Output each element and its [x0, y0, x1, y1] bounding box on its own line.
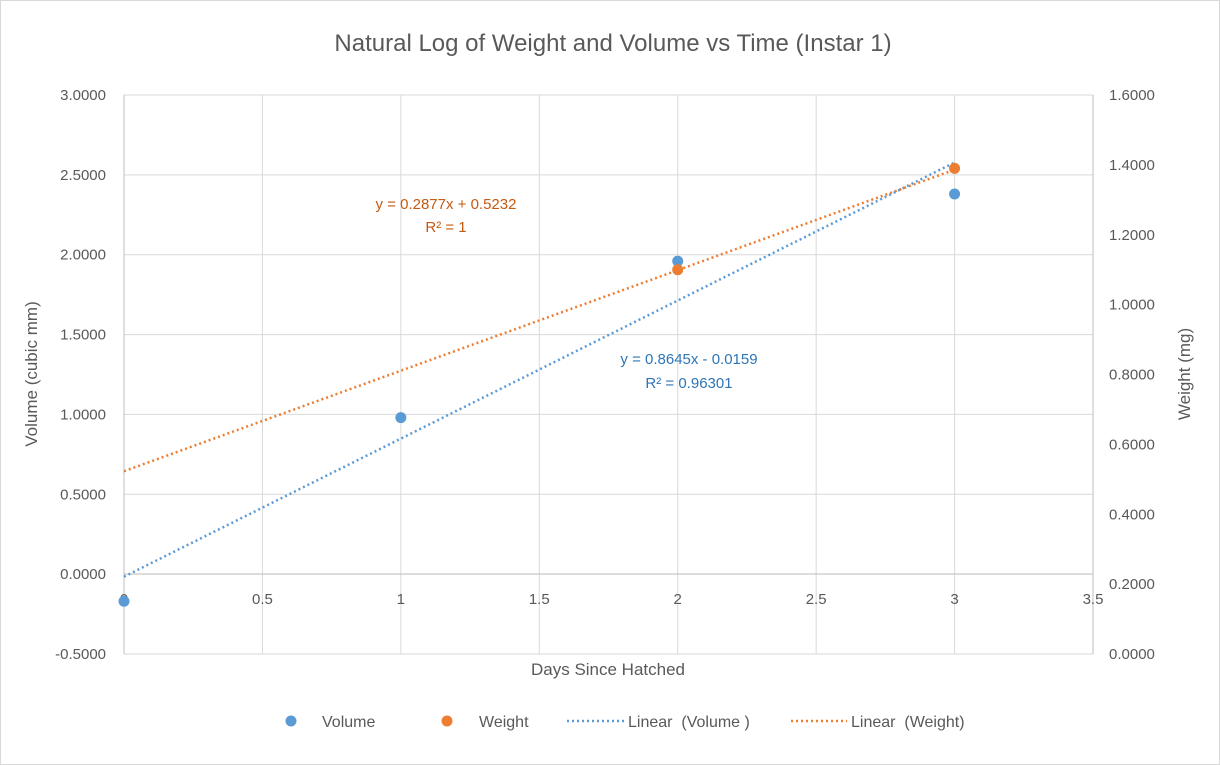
- y2-tick-label: 1.6000: [1109, 87, 1155, 104]
- point-volume: [672, 255, 684, 267]
- trendlines: [123, 161, 956, 578]
- r-squared-weight: R² = 1: [425, 219, 466, 236]
- y-tick-label: 1.5000: [60, 327, 106, 344]
- point-weight: [672, 264, 684, 276]
- x-axis-title: Days Since Hatched: [531, 660, 685, 679]
- equation-volume: y = 0.8645x - 0.0159: [620, 351, 757, 368]
- y-tick-labels: 3.0000 2.5000 2.0000 1.5000 1.0000 0.5000 0.00…: [55, 87, 106, 663]
- y-axis-title: Volume (cubic mm): [22, 301, 41, 446]
- equation-weight: y = 0.2877x + 0.5232: [376, 196, 517, 213]
- y2-tick-label: 0.4000: [1109, 506, 1155, 523]
- legend-label-linear-volume: Linear (Volume ): [628, 714, 750, 731]
- y-tick-label: 0.5000: [60, 486, 106, 503]
- y2-axis-title: Weight (mg): [1175, 328, 1194, 420]
- x-tick-label: 1.5: [529, 591, 550, 608]
- point-volume: [118, 595, 130, 607]
- x-tick-label: 2.5: [806, 591, 827, 608]
- legend-label-linear-weight: Linear (Weight): [851, 714, 965, 731]
- chart-title: Natural Log of Weight and Volume vs Time…: [334, 30, 891, 57]
- y2-tick-label: 0.2000: [1109, 576, 1155, 593]
- y2-tick-label: 0.8000: [1109, 367, 1155, 384]
- x-tick-labels: 00.511.522.533.5: [120, 591, 1104, 608]
- x-tick-label: 1: [397, 591, 405, 608]
- legend-label-weight: Weight: [479, 714, 529, 731]
- y2-tick-label: 1.2000: [1109, 227, 1155, 244]
- r-squared-volume: R² = 0.96301: [645, 375, 732, 392]
- y-tick-label: 2.0000: [60, 247, 106, 264]
- y-tick-label: 1.0000: [60, 406, 106, 423]
- y2-tick-label: 1.4000: [1109, 157, 1155, 174]
- y2-tick-labels: 1.6000 1.4000 1.2000 1.0000 0.8000 0.6000 0.40…: [1109, 87, 1155, 663]
- legend-marker-weight: [441, 715, 453, 727]
- legend-marker-volume: [285, 715, 297, 727]
- legend-label-volume: Volume: [322, 714, 375, 731]
- x-tick-label: 3.5: [1083, 591, 1104, 608]
- point-volume: [395, 412, 407, 424]
- legend: Volume Weight Linear (Volume ) Linear (Weig…: [285, 714, 965, 731]
- y2-tick-label: 0.6000: [1109, 436, 1155, 453]
- x-tick-label: 3: [950, 591, 958, 608]
- y-tick-label: 0.0000: [60, 566, 106, 583]
- x-tick-label: 0.5: [252, 591, 273, 608]
- data-points: [118, 162, 961, 607]
- trendline-equations: y = 0.8645x - 0.0159 R² = 0.96301 y = 0.28…: [376, 196, 758, 392]
- y2-tick-label: 1.0000: [1109, 297, 1155, 314]
- point-weight: [949, 162, 961, 174]
- y-tick-label: 3.0000: [60, 87, 106, 104]
- x-tick-label: 2: [674, 591, 682, 608]
- y-tick-label: 2.5000: [60, 167, 106, 184]
- y-tick-label: -0.5000: [55, 646, 106, 663]
- y2-tick-label: 0.0000: [1109, 646, 1155, 663]
- gridlines: [123, 94, 1094, 655]
- trendline-weight: [123, 168, 955, 473]
- point-volume: [949, 188, 961, 200]
